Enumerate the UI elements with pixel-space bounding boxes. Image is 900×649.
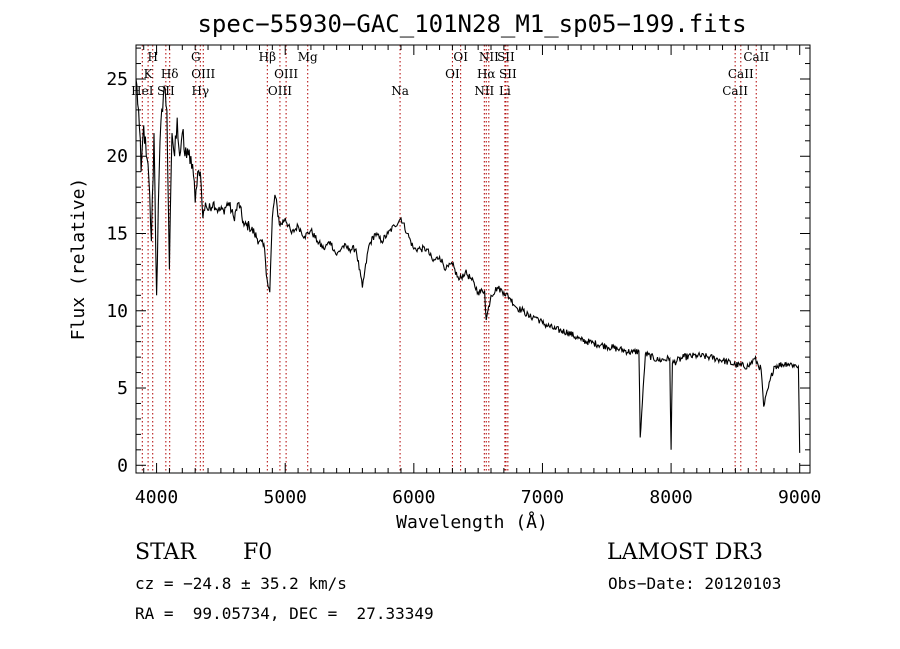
obs-date-readout: Obs−Date: 20120103 (608, 574, 782, 593)
line-label-mg: Mg (298, 50, 318, 64)
emission-line-markers (141, 45, 757, 473)
emission-line-labels: HKHeIHδSIIGOIIIHγHβOIIIOIIIMgNaOIOINIISI… (131, 50, 769, 98)
line-label-li: Li (499, 84, 511, 98)
line-label-oiii: OIII (268, 84, 292, 98)
x-axis-label: Wavelength (Å) (396, 511, 548, 533)
subclass-label: F0 (243, 540, 273, 565)
y-tick-label: 10 (106, 301, 128, 322)
line-label-oiii: OIII (191, 67, 215, 81)
line-label-cak: K (144, 67, 154, 81)
line-label-caii: CaII (743, 50, 769, 64)
y-tick-label: 15 (106, 224, 128, 245)
spectrum-series (135, 78, 801, 453)
line-label-oi: OI (445, 67, 460, 81)
x-tick-label: 7000 (521, 487, 564, 508)
x-axis: 4000 5000 6000 7000 8000 9000 (135, 45, 821, 508)
x-tick-label: 6000 (392, 487, 435, 508)
x-tick-label: 4000 (135, 487, 178, 508)
y-axis-label: Flux (relative) (68, 178, 89, 341)
y-tick-label: 25 (106, 69, 128, 90)
line-label-hγ: Hγ (191, 84, 209, 98)
survey-label: LAMOST DR3 (607, 540, 763, 565)
line-label-hβ: Hβ (259, 50, 276, 64)
y-tick-label: 0 (117, 455, 128, 476)
plot-frame (135, 44, 811, 474)
line-label-hei: HeI (131, 84, 154, 98)
line-label-sii: SII (499, 67, 517, 81)
x-tick-label: 5000 (264, 487, 307, 508)
class-label: STAR (135, 540, 196, 565)
line-label-caii: CaII (722, 84, 748, 98)
y-tick-label: 20 (106, 146, 128, 167)
line-label-g: G (191, 50, 201, 64)
line-label-nii: NII (474, 84, 494, 98)
line-label-hδ: Hδ (161, 67, 179, 81)
x-tick-label: 8000 (649, 487, 692, 508)
line-label-sii: SII (497, 50, 515, 64)
line-label-hα: Hα (477, 67, 496, 81)
chart-title: spec−55930−GAC_101N28_M1_sp05−199.fits (197, 10, 746, 38)
line-label-caii: CaII (728, 67, 754, 81)
line-label-na: Na (391, 84, 409, 98)
line-label-sii: SII (157, 84, 175, 98)
line-label-nii: NII (479, 50, 499, 64)
redshift-readout: cz = −24.8 ± 35.2 km/s (135, 574, 347, 593)
y-tick-label: 5 (117, 378, 128, 399)
line-label-hε: H (147, 50, 157, 64)
coordinates-readout: RA = 99.05734, DEC = 27.33349 (135, 604, 434, 623)
y-axis: 0 5 10 15 20 25 (106, 47, 810, 476)
line-label-oi: OI (453, 50, 468, 64)
x-tick-label: 9000 (778, 487, 821, 508)
line-label-oiii: OIII (274, 67, 298, 81)
